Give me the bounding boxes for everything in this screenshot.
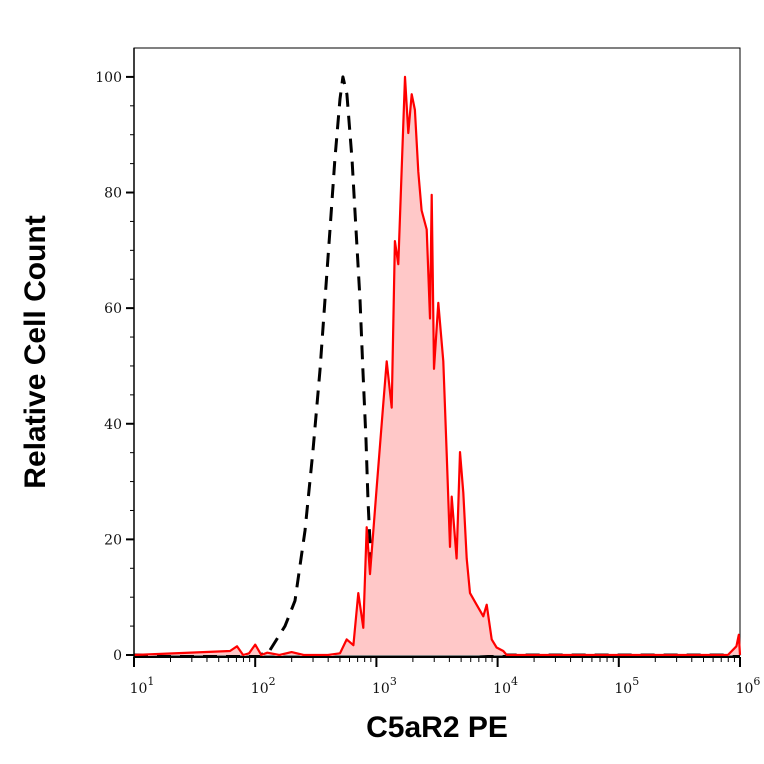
- series-layer: [133, 75, 742, 657]
- y-tick-label: 60: [104, 301, 122, 317]
- x-axis-title: C5aR2 PE: [366, 711, 508, 744]
- axes-layer: 101 102 103 104 105 106 0 20 40 60 80 100: [95, 48, 760, 697]
- y-tick-label: 20: [104, 532, 122, 548]
- x-tick-label: 103: [372, 675, 397, 697]
- y-tick-label: 80: [104, 186, 122, 202]
- x-tick-label: 104: [493, 675, 518, 697]
- y-axis-title: Relative Cell Count: [19, 215, 52, 488]
- series-0-line: [134, 75, 740, 657]
- y-tick-label: 40: [104, 417, 122, 433]
- series-1-line: [133, 75, 742, 657]
- x-tick-label: 105: [614, 675, 639, 697]
- y-tick-label: 100: [95, 70, 122, 86]
- series-1-fill: [134, 76, 740, 655]
- x-tick-label: 102: [251, 675, 276, 697]
- x-tick-label: 101: [130, 675, 155, 697]
- y-tick-label: 0: [113, 648, 122, 664]
- x-tick-label: 106: [736, 675, 761, 697]
